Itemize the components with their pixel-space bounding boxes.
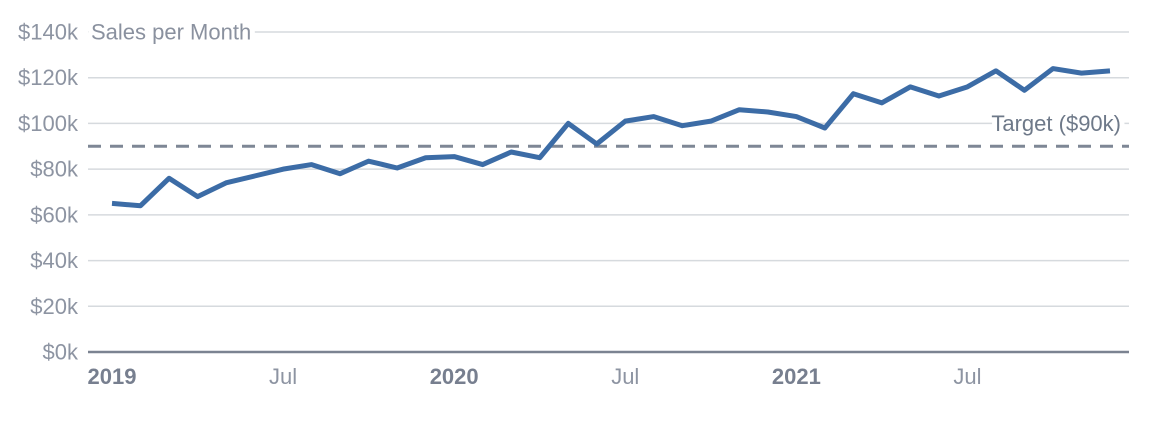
x-axis-label: Jul (953, 364, 981, 389)
x-axis-label: 2021 (772, 364, 821, 389)
y-axis-label: $0k (43, 340, 79, 365)
y-axis-label: $40k (30, 248, 79, 273)
y-axis-label: $80k (30, 157, 79, 182)
y-axis-label: $100k (18, 111, 79, 136)
y-axis-label: $20k (30, 294, 79, 319)
y-axis-label: $60k (30, 202, 79, 227)
x-axis-label: Jul (269, 364, 297, 389)
y-axis-label: $120k (18, 65, 79, 90)
y-axis-label: $140k (18, 20, 79, 45)
chart-title: Sales per Month (91, 20, 251, 45)
x-axis-label: 2019 (88, 364, 137, 389)
x-axis-label: Jul (611, 364, 639, 389)
x-axis-label: 2020 (430, 364, 479, 389)
target-label: Target ($90k) (991, 111, 1121, 136)
sales-series-line (111, 66, 1111, 209)
